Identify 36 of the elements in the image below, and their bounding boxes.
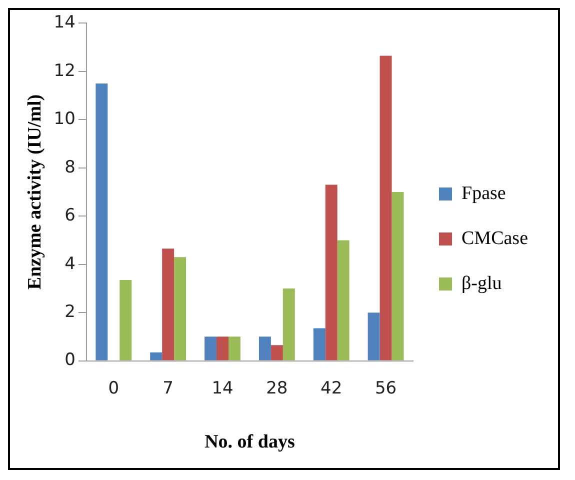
bar	[270, 345, 283, 360]
bar	[368, 312, 380, 360]
y-tick-label: 10	[54, 109, 76, 130]
bar	[282, 288, 295, 360]
bar	[258, 336, 271, 360]
bar	[150, 352, 162, 360]
y-axis-title: Enzyme activity (IU/ml)	[24, 94, 46, 290]
y-tick-label: 6	[64, 206, 76, 226]
bar	[380, 56, 392, 360]
y-tick-label: 2	[64, 302, 76, 322]
bar	[96, 83, 108, 360]
legend-label: β-glu	[462, 272, 502, 294]
bar	[204, 336, 217, 360]
bar	[325, 184, 338, 360]
y-tick-label: 8	[64, 157, 76, 178]
bar	[392, 192, 404, 360]
y-tick-label: 12	[54, 60, 76, 81]
bar	[174, 257, 186, 360]
y-tick-label: 0	[64, 350, 76, 370]
x-tick-label: 42	[320, 378, 342, 398]
bar	[216, 336, 228, 360]
x-tick-label: 56	[374, 378, 397, 398]
bar	[120, 280, 132, 360]
x-axis-title: No. of days	[204, 432, 295, 453]
bar	[228, 336, 240, 360]
x-tick-label: 0	[108, 378, 120, 398]
x-tick-label: 7	[162, 378, 174, 398]
x-tick-label: 28	[266, 378, 288, 398]
bar	[337, 240, 350, 360]
bar	[313, 328, 326, 360]
y-tick-label: 14	[54, 12, 76, 33]
legend-label: Fpase	[462, 182, 506, 204]
bar	[162, 248, 174, 360]
legend-label: CMCase	[462, 228, 528, 249]
y-tick-label: 4	[64, 254, 76, 274]
x-tick-label: 14	[212, 378, 234, 398]
